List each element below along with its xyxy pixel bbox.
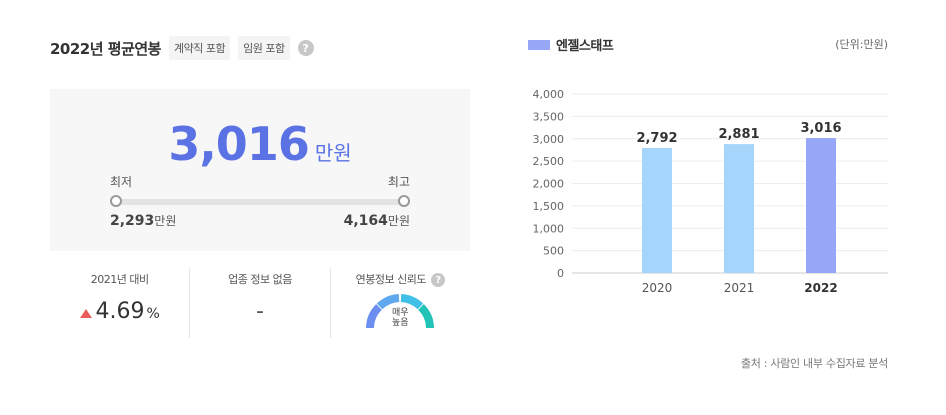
bar-value-label: 2,792 <box>636 131 677 146</box>
reliability-level: 매우 높음 <box>364 308 436 328</box>
min-salary: 2,293만원 <box>110 212 176 229</box>
question-circle-icon[interactable]: ? <box>430 273 445 287</box>
min-label: 최저 <box>110 175 133 189</box>
x-tick-label: 2020 <box>642 281 673 295</box>
reliability-label: 연봉정보 신뢰도 <box>355 273 427 286</box>
executive-included-chip: 임원 포함 <box>238 36 290 60</box>
industry-value: - <box>256 299 264 324</box>
source-note: 출처 : 사람인 내부 수집자료 분석 <box>740 357 888 370</box>
y-tick-label: 1,500 <box>533 200 565 213</box>
bar-2021[interactable] <box>724 144 754 273</box>
industry-label: 업종 정보 없음 <box>228 273 292 286</box>
average-salary-value: 3,016 <box>168 117 310 171</box>
y-tick-label: 0 <box>557 267 564 280</box>
unit-note: (단위:만원) <box>835 38 888 51</box>
y-tick-label: 1,000 <box>533 222 565 235</box>
y-tick-label: 4,000 <box>533 88 565 101</box>
reliability-gauge: 매우 높음 <box>364 292 436 332</box>
min-marker <box>110 195 122 207</box>
average-salary-panel: 3,016 만원 최저 최고 2,293만원 4,164만원 <box>50 89 470 251</box>
x-tick-label: 2021 <box>724 281 755 295</box>
min-salary-unit: 만원 <box>154 214 177 228</box>
min-salary-value: 2,293 <box>110 213 155 229</box>
average-salary-unit: 만원 <box>314 141 352 165</box>
y-tick-label: 2,500 <box>533 155 565 168</box>
up-triangle-icon <box>79 309 92 318</box>
growth-value-wrap: 4.69% <box>79 299 160 324</box>
bar-value-label: 3,016 <box>800 121 841 136</box>
question-circle-icon[interactable]: ? <box>297 40 314 56</box>
y-tick-label: 3,500 <box>533 110 565 123</box>
legend-swatch <box>528 39 550 50</box>
max-salary-unit: 만원 <box>387 214 410 228</box>
reliability-level-line1: 매우 <box>392 308 409 318</box>
growth-unit: % <box>146 306 160 322</box>
max-salary-value: 4,164 <box>343 213 388 229</box>
average-salary: 3,016 만원 <box>50 117 470 171</box>
page-title: 2022년 평균연봉 <box>50 39 161 58</box>
salary-bar-chart: 4,000 3,500 3,000 2,500 2,000 1,500 1,000 500 0 2… <box>533 88 888 295</box>
chart-legend: 엔젤스태프 <box>528 35 614 54</box>
legend-label: 엔젤스태프 <box>556 39 614 54</box>
y-tick-label: 500 <box>543 245 564 258</box>
reliability-label-wrap: 연봉정보 신뢰도 ? <box>331 271 470 287</box>
industry-stat: 업종 정보 없음 - <box>189 268 329 338</box>
x-tick-label: 2022 <box>804 281 837 295</box>
max-marker <box>398 195 410 207</box>
gauge-arc-icon <box>366 294 435 329</box>
salary-stats: 2021년 대비 4.69% 업종 정보 없음 - 연봉정보 신뢰도 ? 매우 … <box>50 268 470 338</box>
growth-stat: 2021년 대비 4.69% <box>50 268 189 338</box>
salary-range-track <box>116 199 404 205</box>
max-salary: 4,164만원 <box>344 212 410 229</box>
y-tick-label: 2,000 <box>533 178 565 191</box>
salary-header: 2022년 평균연봉 계약직 포함 임원 포함 ? <box>50 36 314 60</box>
growth-label: 2021년 대비 <box>90 273 149 286</box>
bar-value-label: 2,881 <box>718 127 759 142</box>
bar-2022[interactable] <box>806 138 836 273</box>
contract-included-chip: 계약직 포함 <box>168 36 231 60</box>
y-tick-label: 3,000 <box>533 133 565 146</box>
max-label: 최고 <box>387 175 410 189</box>
reliability-level-line2: 높음 <box>392 318 409 328</box>
reliability-stat: 연봉정보 신뢰도 ? 매우 높음 <box>329 268 470 338</box>
bar-2020[interactable] <box>642 148 672 273</box>
growth-value: 4.69 <box>95 299 145 324</box>
